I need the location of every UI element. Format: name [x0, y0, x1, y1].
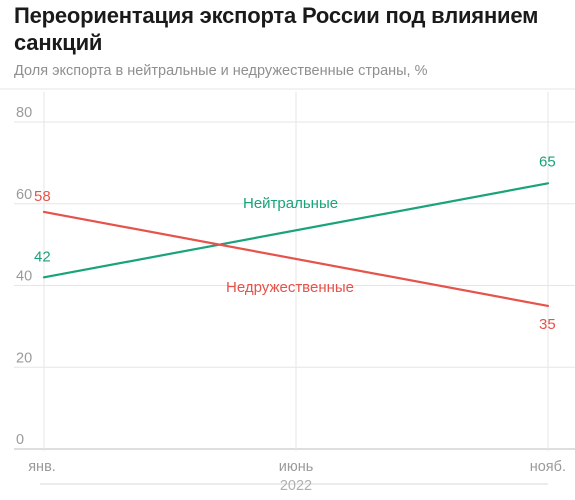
- series-line-unfriendly: [42, 210, 550, 308]
- series-name-label: Недружественные: [226, 279, 354, 296]
- data-label: 65: [539, 153, 556, 170]
- x-tick-label: нояб.: [530, 459, 566, 475]
- data-label: 35: [539, 316, 556, 333]
- data-label: 58: [34, 188, 51, 205]
- x-tick-label: янв.: [28, 459, 56, 475]
- grid: [0, 88, 575, 451]
- axes: 0 20 40 60 80 янв. июнь нояб. 2022: [16, 105, 566, 494]
- y-tick-label: 60: [16, 187, 32, 203]
- x-tick-label: июнь: [279, 459, 314, 475]
- chart-subtitle: Доля экспорта в нейтральные и недружеств…: [14, 63, 428, 79]
- series: [42, 182, 550, 308]
- series-line-neutral: [42, 182, 550, 279]
- y-tick-label: 40: [16, 269, 32, 285]
- labels: 42 65 58 35 Нейтральные Недружественные: [34, 153, 556, 333]
- y-tick-label: 0: [16, 432, 24, 448]
- series-name-label: Нейтральные: [243, 195, 338, 212]
- year-label: 2022: [280, 478, 312, 494]
- y-tick-label: 80: [16, 105, 32, 121]
- data-label: 42: [34, 248, 51, 265]
- y-tick-label: 20: [16, 350, 32, 366]
- chart-title: Переориентация экспорта России под влиян…: [14, 3, 539, 55]
